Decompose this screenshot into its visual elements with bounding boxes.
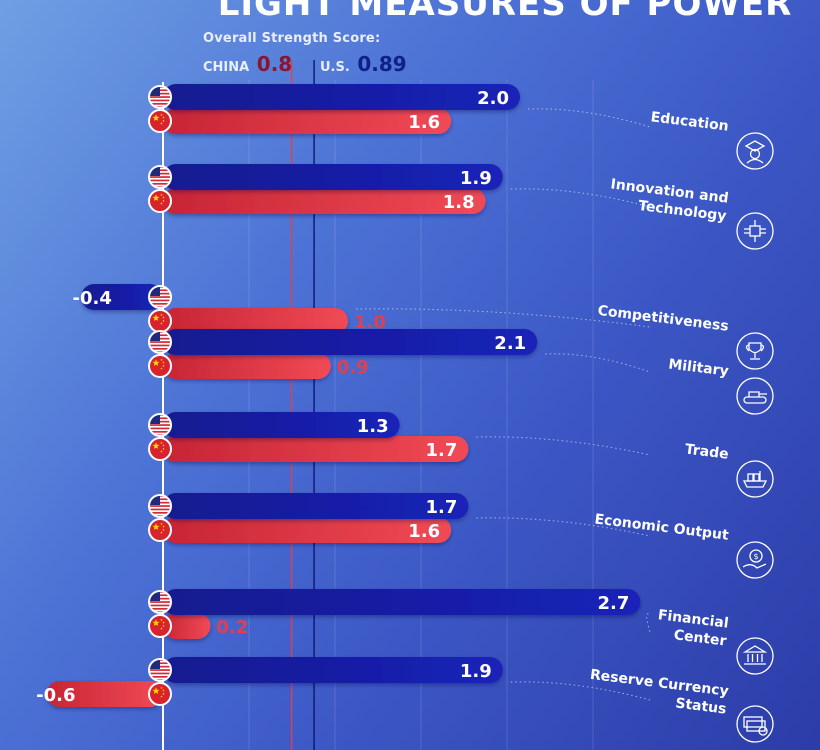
us-flag-icon [148, 590, 172, 614]
us-value-label: -0.4 [73, 288, 112, 309]
us-score-value: 0.89 [357, 52, 407, 76]
us-score-name: U.S. [320, 60, 350, 75]
us-bar [163, 84, 520, 110]
category-label-line: Education [650, 109, 730, 134]
china-value-label: 1.6 [408, 112, 440, 133]
us-flag-icon [148, 494, 172, 518]
china-value-label: 1.6 [408, 521, 440, 542]
graduate-icon [736, 132, 774, 170]
money-hand-icon: $ [736, 541, 774, 579]
category-label-line: Economic Output [594, 511, 730, 543]
category-label-line: Financial [657, 607, 730, 632]
us-value-label: 2.1 [494, 333, 526, 354]
china-flag-icon [148, 354, 172, 378]
china-bar [46, 681, 163, 707]
china-bar [163, 436, 469, 462]
category-label-line: Competitiveness [597, 303, 730, 335]
category-label-line: Status [674, 695, 727, 717]
us-bar [163, 164, 503, 190]
leader-line [510, 188, 651, 208]
us-value-label: 1.7 [426, 497, 458, 518]
circuit-icon [736, 212, 774, 250]
china-bar [163, 353, 331, 379]
leader-line [510, 681, 651, 701]
china-bar [163, 517, 452, 543]
leader-line [476, 436, 651, 456]
china-flag-icon [148, 518, 172, 542]
china-flag-icon [148, 109, 172, 133]
us-flag-icon [148, 165, 172, 189]
china-score-value: 0.8 [256, 52, 293, 76]
leader-line [545, 353, 651, 373]
category-group-5: 1.3 1.7 Trade [148, 412, 774, 498]
category-group-6: 1.7 1.6 Economic Output $ [148, 493, 774, 579]
china-overall-score: CHINA 0.8 [203, 52, 292, 76]
china-value-label: 0.9 [337, 357, 369, 378]
china-bar [163, 108, 452, 134]
cash-stack-icon [736, 705, 774, 743]
us-value-label: 1.9 [460, 168, 492, 189]
china-flag-icon [148, 614, 172, 638]
category-label-line: Military [667, 356, 729, 379]
china-bar [163, 613, 211, 639]
bank-icon [736, 637, 774, 675]
china-flag-icon [148, 437, 172, 461]
us-value-label: 1.9 [460, 661, 492, 682]
leader-line [355, 308, 651, 328]
us-bar [163, 412, 400, 438]
category-label: Economic Output [594, 511, 730, 543]
china-bar [163, 188, 486, 214]
us-value-label: 2.0 [477, 88, 509, 109]
china-value-label: 1.8 [443, 192, 475, 213]
category-label-line: Center [673, 627, 727, 649]
category-label: Competitiveness [597, 303, 730, 335]
us-bar [163, 657, 503, 683]
category-label-line: Trade [684, 441, 730, 462]
category-label: Education [650, 109, 730, 134]
chart-title: LIGHT MEASURES OF POWER [217, 0, 793, 24]
us-flag-icon [148, 658, 172, 682]
china-value-label: -0.6 [36, 685, 75, 706]
leader-line [646, 613, 651, 633]
china-score-name: CHINA [203, 60, 250, 75]
china-bar [163, 308, 348, 334]
china-value-label: 1.7 [426, 440, 458, 461]
overall-score-label: Overall Strength Score: [203, 31, 381, 46]
china-flag-icon [148, 309, 172, 333]
china-value-label: 1.0 [354, 312, 386, 333]
us-bar [163, 329, 538, 355]
china-flag-icon [148, 189, 172, 213]
category-group-1: 2.0 1.6 Education [148, 84, 774, 170]
us-bar [163, 493, 469, 519]
category-label-line: Reserve Currency [589, 667, 729, 700]
svg-text:$: $ [753, 552, 758, 561]
leader-line [527, 108, 651, 128]
us-overall-score: U.S. 0.89 [320, 52, 407, 76]
tank-icon [736, 377, 774, 415]
us-flag-icon [148, 413, 172, 437]
china-value-label: 0.2 [216, 617, 248, 638]
category-group-4: 2.1 0.9 Military [148, 329, 774, 415]
cargo-ship-icon [736, 460, 774, 498]
china-flag-icon [148, 682, 172, 706]
trophy-icon [736, 332, 774, 370]
us-flag-icon [148, 330, 172, 354]
category-label: Military [667, 356, 729, 379]
category-label: Trade [684, 441, 730, 462]
us-bar [81, 284, 163, 310]
us-flag-icon [148, 85, 172, 109]
us-value-label: 1.3 [357, 416, 389, 437]
us-flag-icon [148, 285, 172, 309]
us-value-label: 2.7 [598, 593, 630, 614]
us-bar [163, 589, 641, 615]
